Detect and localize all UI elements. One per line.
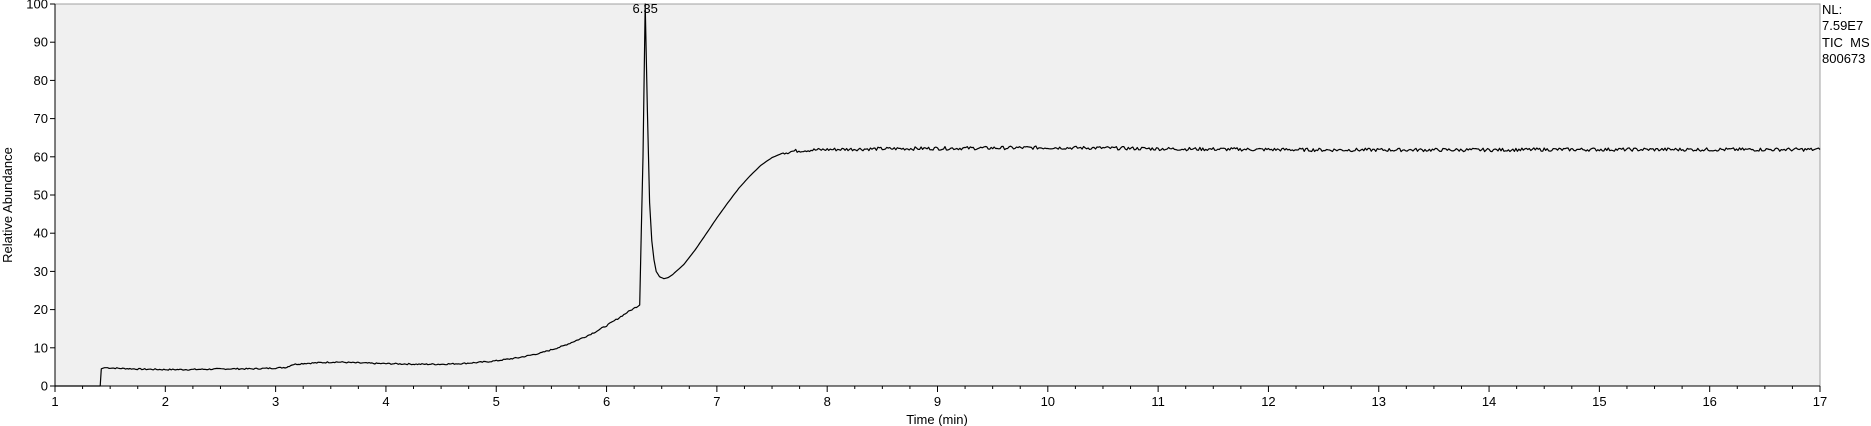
x-tick-label: 13 — [1372, 394, 1386, 409]
y-tick-label: 40 — [34, 226, 48, 241]
x-tick-label: 14 — [1482, 394, 1496, 409]
y-tick-label: 80 — [34, 73, 48, 88]
y-tick-label: 30 — [34, 264, 48, 279]
y-tick-label: 50 — [34, 188, 48, 203]
x-tick-label: 4 — [382, 394, 389, 409]
x-tick-label: 5 — [493, 394, 500, 409]
x-tick-label: 15 — [1592, 394, 1606, 409]
y-tick-label: 0 — [41, 379, 48, 394]
tic-trace-line — [55, 3, 1821, 387]
y-tick-label: 100 — [26, 0, 48, 12]
y-tick-label: 60 — [34, 149, 48, 164]
x-tick-label: 16 — [1702, 394, 1716, 409]
x-tick-label: 6 — [603, 394, 610, 409]
info-scan-filter: TIC MS — [1822, 35, 1870, 50]
info-file-id: 800673 — [1822, 51, 1865, 66]
x-tick-label: 1 — [51, 394, 58, 409]
x-tick-label: 9 — [934, 394, 941, 409]
info-nl-label: NL: — [1822, 2, 1842, 17]
peak-label: 6.35 — [633, 1, 658, 16]
y-axis-title: Relative Abundance — [0, 147, 15, 263]
y-tick-label: 20 — [34, 302, 48, 317]
x-tick-label: 7 — [713, 394, 720, 409]
x-tick-label: 8 — [824, 394, 831, 409]
y-tick-label: 10 — [34, 340, 48, 355]
info-box: NL: 7.59E7 TIC MS 800673 — [1822, 2, 1870, 66]
info-nl-value: 7.59E7 — [1822, 18, 1863, 33]
x-tick-label: 3 — [272, 394, 279, 409]
x-tick-label: 2 — [162, 394, 169, 409]
x-axis: 1 2 3 4 5 6 7 8 9 10 11 12 13 14 15 16 17 — [51, 385, 1827, 409]
y-tick-label: 70 — [34, 111, 48, 126]
y-axis: 0 10 20 30 40 50 60 70 80 90 100 — [26, 0, 56, 394]
x-tick-label: 11 — [1151, 394, 1165, 409]
x-tick-label: 10 — [1041, 394, 1055, 409]
plot-background — [54, 3, 1821, 387]
x-tick-label: 12 — [1261, 394, 1275, 409]
x-axis-title: Time (min) — [906, 412, 968, 426]
y-tick-label: 90 — [34, 35, 48, 50]
x-tick-label: 17 — [1813, 394, 1827, 409]
